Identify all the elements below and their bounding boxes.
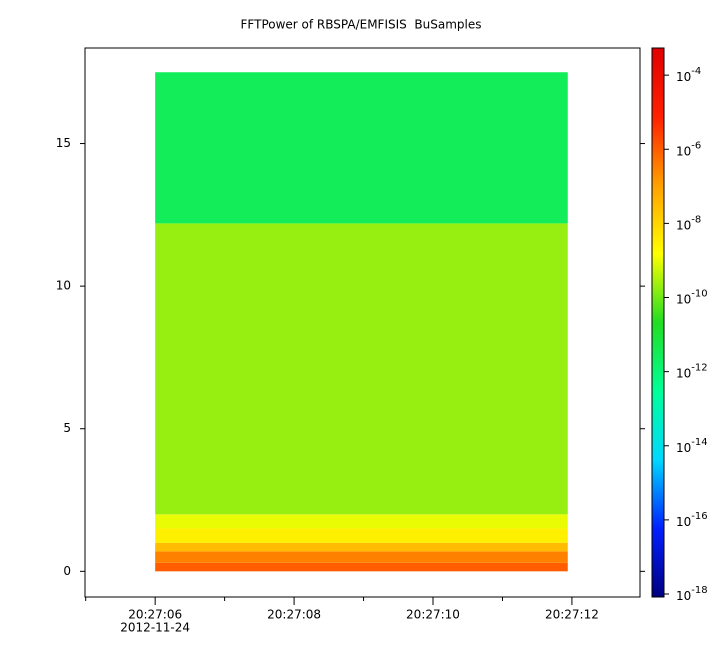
spectrogram-cell	[155, 514, 568, 529]
y-tick-label: 10	[56, 279, 71, 293]
y-tick-label: 5	[63, 421, 71, 435]
colorbar	[651, 47, 665, 598]
spectrogram-cell	[155, 528, 568, 543]
y-tick-label: 0	[63, 564, 71, 578]
x-date-label: 2012-11-24	[120, 621, 190, 635]
colorbar-tick-label: 10-12	[676, 363, 708, 381]
colorbar-tick-label: 10-14	[676, 437, 708, 455]
spectrogram-cell	[155, 542, 568, 552]
spectrogram-cell	[155, 562, 568, 572]
spectrogram-cell	[155, 223, 568, 515]
colorbar-tick-label: 10-4	[676, 66, 701, 84]
x-tick-label: 20:27:06	[128, 608, 182, 622]
colorbar-tick-label: 10-18	[676, 585, 708, 603]
x-tick-label: 20:27:12	[545, 608, 599, 622]
spectrogram-cell	[155, 72, 568, 224]
y-tick-label: 15	[56, 136, 71, 150]
spectrogram-cell	[155, 551, 568, 563]
colorbar-tick-label: 10-16	[676, 511, 708, 529]
x-tick-label: 20:27:10	[406, 608, 460, 622]
colorbar-tick-label: 10-8	[676, 214, 701, 232]
plot-frame	[84, 47, 641, 598]
x-tick-label: 20:27:08	[267, 608, 321, 622]
colorbar-tick-label: 10-6	[676, 140, 701, 158]
chart-title: FFTPower of RBSPA/EMFISIS BuSamples	[241, 18, 482, 32]
colorbar-tick-label: 10-10	[676, 289, 708, 307]
